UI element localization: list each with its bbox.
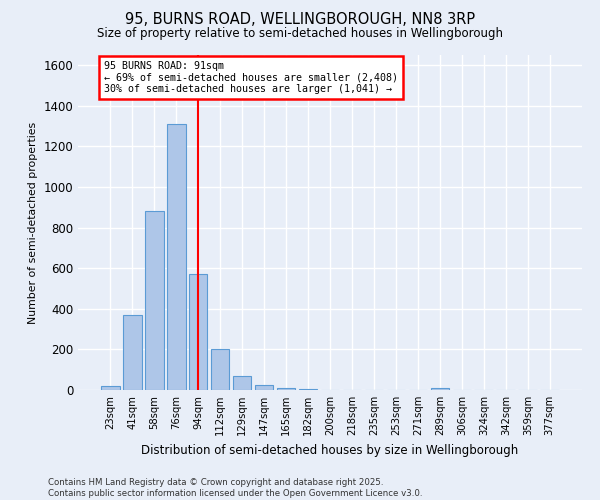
Bar xyxy=(431,388,449,390)
Bar xyxy=(233,376,251,390)
Bar xyxy=(211,350,229,390)
Bar xyxy=(189,274,208,390)
Text: 95 BURNS ROAD: 91sqm
← 69% of semi-detached houses are smaller (2,408)
30% of se: 95 BURNS ROAD: 91sqm ← 69% of semi-detac… xyxy=(104,61,398,94)
Bar xyxy=(145,212,164,390)
X-axis label: Distribution of semi-detached houses by size in Wellingborough: Distribution of semi-detached houses by … xyxy=(142,444,518,456)
Text: Contains HM Land Registry data © Crown copyright and database right 2025.
Contai: Contains HM Land Registry data © Crown c… xyxy=(48,478,422,498)
Bar xyxy=(255,385,274,390)
Bar xyxy=(101,386,119,390)
Bar xyxy=(277,388,295,390)
Bar xyxy=(123,315,142,390)
Bar xyxy=(167,124,185,390)
Text: 95, BURNS ROAD, WELLINGBOROUGH, NN8 3RP: 95, BURNS ROAD, WELLINGBOROUGH, NN8 3RP xyxy=(125,12,475,28)
Y-axis label: Number of semi-detached properties: Number of semi-detached properties xyxy=(28,122,38,324)
Text: Size of property relative to semi-detached houses in Wellingborough: Size of property relative to semi-detach… xyxy=(97,28,503,40)
